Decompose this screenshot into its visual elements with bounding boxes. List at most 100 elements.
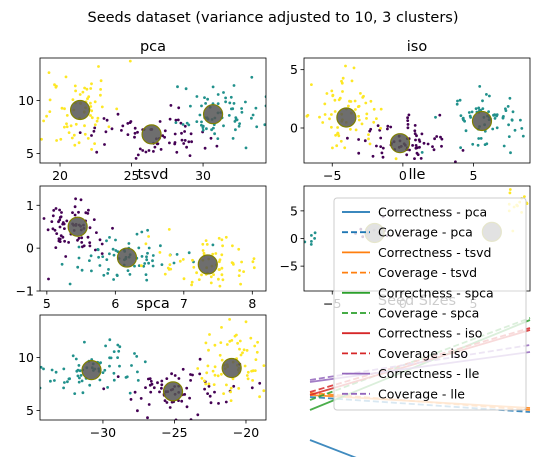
- point-c1: [142, 264, 146, 268]
- point-c0: [126, 133, 130, 137]
- point-c2: [343, 146, 347, 150]
- point-c0: [152, 386, 156, 390]
- point-c0: [381, 165, 384, 168]
- point-c2: [90, 148, 93, 151]
- point-c0: [54, 207, 58, 210]
- y-tick-label: 0: [290, 231, 298, 246]
- point-c1: [232, 102, 236, 105]
- point-c0: [136, 130, 139, 134]
- point-c1: [36, 353, 39, 356]
- point-c2: [211, 252, 215, 256]
- point-c0: [129, 120, 133, 123]
- point-c0: [189, 379, 193, 382]
- point-c2: [229, 390, 233, 394]
- point-c0: [160, 379, 164, 383]
- point-c2: [196, 367, 200, 370]
- point-c0: [133, 131, 137, 135]
- point-c1: [184, 87, 188, 91]
- point-c1: [231, 137, 235, 140]
- legend-label: Correctness - pca: [378, 205, 487, 220]
- point-c0: [188, 396, 192, 400]
- point-c1: [60, 262, 64, 266]
- point-c1: [456, 99, 459, 103]
- point-c1: [485, 93, 488, 96]
- point-c1: [234, 116, 238, 119]
- point-c0: [98, 238, 102, 242]
- point-c2: [303, 375, 306, 378]
- point-c0: [168, 406, 172, 409]
- point-c1: [53, 379, 56, 382]
- point-c1: [224, 96, 228, 100]
- point-c2: [336, 126, 339, 129]
- point-c2: [368, 166, 371, 169]
- point-c2: [341, 90, 344, 93]
- point-c2: [178, 259, 182, 263]
- y-tick-label: −1: [16, 284, 34, 299]
- point-c0: [58, 225, 62, 229]
- panel-title-pca: pca: [140, 39, 166, 55]
- point-c2: [249, 336, 253, 340]
- point-c0: [189, 132, 193, 136]
- point-c2: [200, 376, 204, 380]
- point-c1: [455, 102, 459, 106]
- point-c0: [147, 377, 150, 381]
- point-c1: [481, 99, 484, 103]
- point-c2: [367, 133, 370, 137]
- point-c0: [156, 381, 159, 385]
- point-c2: [201, 242, 205, 246]
- point-c2: [240, 260, 244, 264]
- point-c0: [100, 242, 104, 246]
- point-c2: [203, 379, 206, 383]
- point-c1: [77, 256, 81, 260]
- point-c2: [181, 258, 185, 261]
- point-c1: [185, 121, 189, 125]
- point-c2: [182, 277, 186, 281]
- point-c2: [331, 146, 334, 150]
- point-c1: [145, 258, 149, 262]
- point-c1: [118, 345, 122, 349]
- point-c0: [198, 357, 202, 361]
- point-c1: [519, 118, 522, 122]
- point-c2: [205, 371, 209, 375]
- legend-label: Coverage - iso: [378, 346, 468, 361]
- point-c2: [166, 266, 170, 270]
- cluster-center-spca-1: [162, 381, 184, 402]
- point-c2: [228, 339, 232, 343]
- point-c1: [128, 391, 132, 395]
- point-c0: [176, 118, 180, 122]
- point-c2: [341, 76, 345, 80]
- point-c2: [83, 124, 86, 128]
- point-c0: [133, 126, 137, 130]
- y-tick-label: 5: [290, 203, 298, 218]
- point-c0: [51, 227, 55, 231]
- point-c2: [206, 364, 210, 368]
- point-c2: [70, 136, 74, 140]
- point-c0: [168, 141, 171, 145]
- point-c1: [146, 228, 150, 232]
- point-c0: [418, 145, 421, 149]
- point-c0: [110, 127, 114, 131]
- point-c2: [238, 339, 242, 343]
- point-c2: [128, 59, 132, 63]
- point-c2: [83, 86, 86, 90]
- point-c2: [201, 249, 205, 252]
- point-c0: [88, 226, 92, 230]
- point-c1: [78, 376, 81, 380]
- point-c0: [398, 163, 401, 166]
- point-c1: [54, 370, 58, 374]
- point-c2: [99, 88, 102, 91]
- point-c2: [255, 350, 259, 354]
- point-c1: [509, 151, 512, 155]
- point-c0: [203, 146, 207, 150]
- point-c2: [306, 113, 310, 117]
- point-c2: [72, 133, 76, 137]
- point-c1: [488, 94, 491, 98]
- point-c1: [174, 121, 178, 124]
- x-tick-label: 20: [52, 168, 68, 183]
- point-c1: [77, 364, 81, 367]
- point-c1: [90, 269, 93, 273]
- cluster-center-pca-0: [69, 99, 91, 121]
- point-c2: [219, 341, 223, 344]
- point-c2: [239, 282, 243, 286]
- y-tick-label: 10: [18, 93, 34, 108]
